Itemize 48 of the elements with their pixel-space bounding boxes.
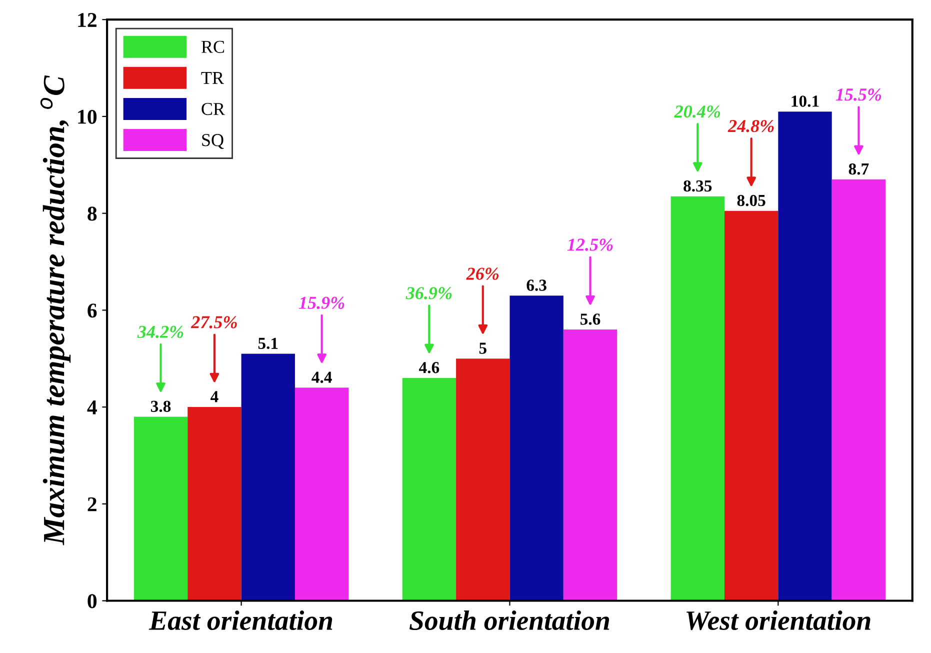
x-tick-label: South orientation [409, 610, 610, 630]
bar [510, 296, 564, 601]
data-label: 6.3 [526, 280, 546, 291]
annotation: 34.2% [137, 326, 184, 338]
data-label: 8.05 [737, 194, 766, 206]
data-label: 10.1 [792, 96, 819, 107]
bar [402, 378, 456, 601]
data-label: 5.6 [580, 314, 600, 325]
bar [456, 358, 510, 601]
legend-label: TR [201, 72, 224, 84]
y-tick-label: 8 [88, 206, 97, 221]
data-label: 4.6 [419, 362, 440, 374]
bar [188, 407, 242, 601]
annotation: 36.9% [406, 287, 452, 300]
annotation: 20.4% [674, 105, 720, 118]
y-axis-title: Maximum temperature reduction, $^{o}$C [40, 75, 71, 546]
y-tick-label: 6 [88, 304, 97, 318]
bar [670, 196, 724, 601]
x-tick-label: East orientation [148, 610, 332, 630]
data-label: 4.4 [312, 372, 332, 383]
annotation: 27.5% [190, 316, 237, 328]
y-tick-label: 10 [78, 110, 97, 124]
data-label: 4 [210, 391, 218, 402]
bar [778, 112, 832, 601]
x-tick-label: West orientation [686, 610, 870, 630]
y-tick-label: 4 [87, 400, 97, 414]
bar [134, 416, 188, 601]
data-label: 8.35 [684, 180, 712, 192]
annotation: 15.5% [836, 88, 882, 101]
y-tick-label: 0 [88, 594, 97, 608]
bar [563, 330, 618, 601]
legend-label: RC [201, 40, 224, 53]
annotation: 12.5% [567, 238, 613, 251]
bar [724, 210, 778, 601]
y-tick-label: 12 [78, 13, 96, 27]
annotation: 15.9% [298, 296, 344, 310]
data-label: 8.7 [848, 163, 869, 175]
annotation: 24.8% [728, 120, 774, 132]
bar [832, 179, 886, 601]
y-tick-label: 2 [88, 497, 96, 512]
data-label: 3.8 [150, 400, 171, 412]
legend-label: SQ [202, 134, 224, 149]
legend-label: CR [202, 102, 226, 116]
bar [241, 354, 295, 601]
bar [294, 388, 349, 601]
data-label: 5 [479, 342, 486, 354]
data-label: 5.1 [258, 338, 278, 350]
annotation: 26% [466, 268, 498, 280]
